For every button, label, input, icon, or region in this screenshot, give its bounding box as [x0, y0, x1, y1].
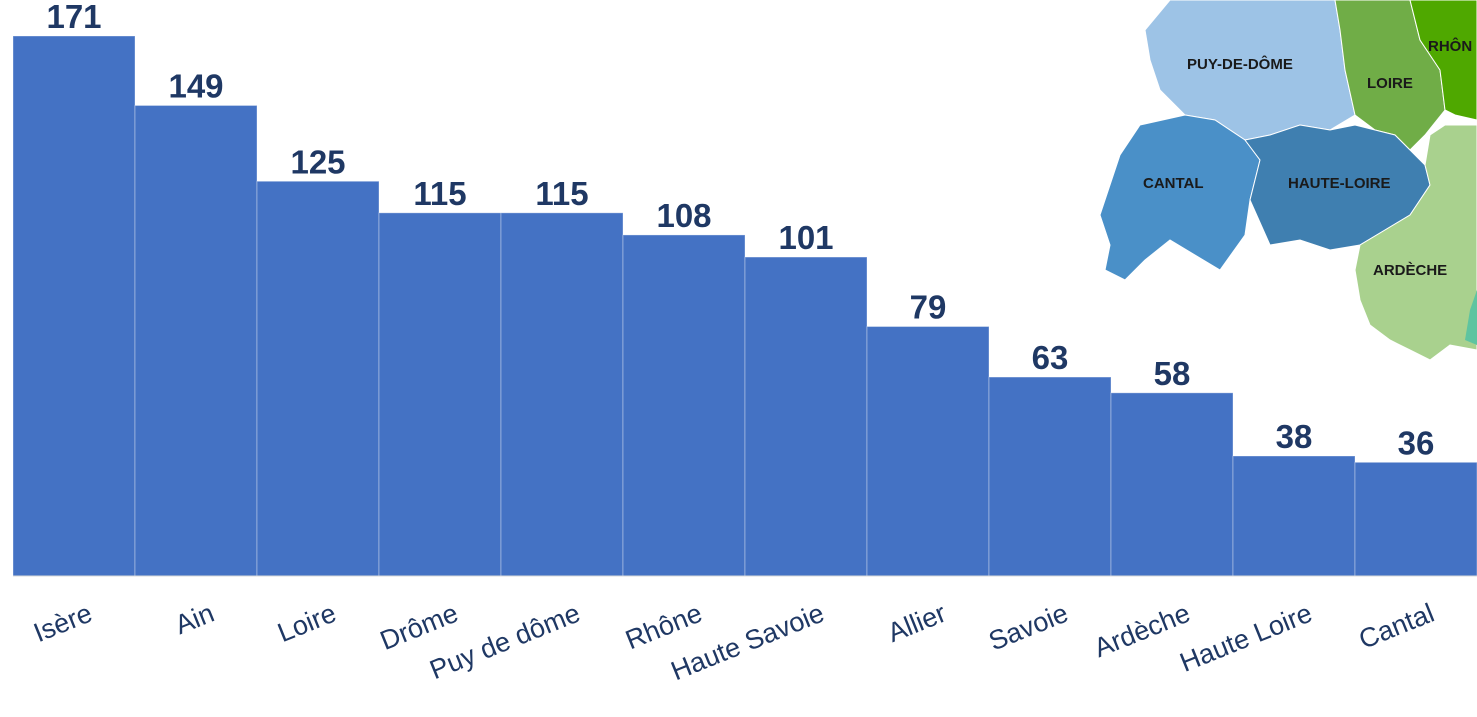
map-label-cantal: CANTAL	[1143, 175, 1204, 192]
category-label-allier: Allier	[883, 598, 950, 648]
value-label-allier: 79	[910, 289, 947, 326]
value-label-rhone: 108	[656, 197, 711, 234]
bar-haute-loire	[1232, 455, 1356, 577]
bar-savoie	[988, 376, 1112, 577]
map-region-ardeche	[1354, 124, 1477, 361]
value-label-isere: 171	[46, 0, 101, 35]
value-label-puy-de-dome: 115	[535, 175, 588, 212]
bar-cantal	[1354, 461, 1477, 577]
map-region-cantal	[1099, 114, 1261, 281]
map-label-puy-de-dome: PUY-DE-DÔME	[1187, 55, 1293, 73]
value-label-ardeche: 58	[1154, 355, 1191, 392]
bar-drome	[378, 212, 502, 577]
value-label-drome: 115	[413, 175, 466, 212]
value-label-haute-savoie: 101	[778, 219, 833, 256]
category-label-cantal: Cantal	[1355, 598, 1439, 655]
category-label-isere: Isère	[29, 598, 96, 648]
category-label-loire: Loire	[273, 598, 340, 648]
value-label-cantal: 36	[1398, 424, 1435, 461]
map-label-haute-loire: HAUTE-LOIRE	[1288, 175, 1391, 192]
value-label-ain: 149	[168, 67, 223, 104]
bar-loire	[256, 180, 380, 577]
bar-ardeche	[1110, 392, 1234, 577]
bar-ain	[134, 104, 258, 577]
value-labels: 171 149 125 115 115 108 101 79 63 58 38 36	[46, 0, 1434, 461]
value-label-loire: 125	[290, 143, 345, 180]
bar-series	[12, 35, 1477, 577]
category-label-savoie: Savoie	[984, 598, 1072, 657]
value-label-haute-loire: 38	[1276, 418, 1313, 455]
category-label-haute-loire: Haute Loire	[1176, 598, 1317, 678]
bar-isere	[12, 35, 136, 577]
category-label-ain: Ain	[171, 598, 218, 640]
map-region-sliver	[1465, 290, 1477, 345]
map-label-loire: LOIRE	[1367, 75, 1413, 92]
region-map: PUY-DE-DÔME LOIRE RHÔN CANTAL HAUTE-LOIR…	[1099, 0, 1477, 361]
bar-allier	[866, 326, 990, 577]
value-label-savoie: 63	[1032, 339, 1069, 376]
map-region-rhone	[1409, 0, 1477, 121]
map-label-rhone: RHÔN	[1428, 37, 1472, 55]
bar-rhone	[622, 234, 746, 577]
bar-haute-savoie	[744, 256, 868, 577]
bar-puy-de-dome	[500, 212, 624, 577]
map-label-ardeche: ARDÈCHE	[1373, 262, 1447, 279]
